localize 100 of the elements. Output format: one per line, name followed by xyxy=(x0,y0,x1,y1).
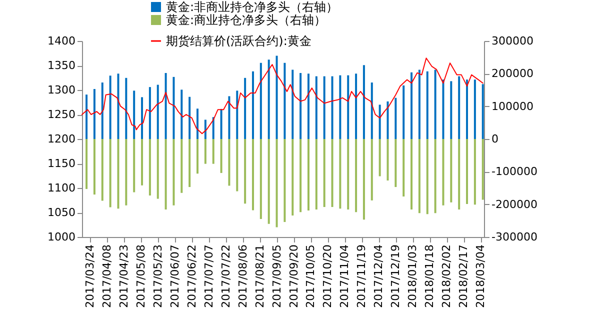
bar xyxy=(101,139,104,201)
x-tick-label: 2017/10/05 xyxy=(304,244,318,308)
bar xyxy=(228,96,230,139)
bar xyxy=(466,139,468,204)
x-tick-label: 2017/05/23 xyxy=(151,244,164,308)
bar xyxy=(260,139,262,220)
bar xyxy=(474,80,476,139)
bar xyxy=(86,139,88,189)
x-tick-label: 2017/06/07 xyxy=(168,244,182,308)
x-tick-label: 2017/07/22 xyxy=(219,244,232,308)
bar xyxy=(164,73,167,139)
bar xyxy=(426,71,428,139)
bar xyxy=(307,139,310,211)
bar xyxy=(378,104,381,139)
bar xyxy=(86,94,88,139)
bar xyxy=(220,108,222,139)
x-tick-label: 2017/08/06 xyxy=(236,244,250,308)
bar xyxy=(442,80,444,139)
bar xyxy=(394,139,397,188)
bar xyxy=(370,82,373,139)
x-tick-label: 2017/08/21 xyxy=(253,244,266,308)
x-tick-label: 2017/03/24 xyxy=(83,244,96,308)
y-tick-label: 1400 xyxy=(48,34,76,48)
y2-tick-label: 300000 xyxy=(492,34,534,48)
line-series xyxy=(82,58,484,134)
x-tick-label: 2018/02/17 xyxy=(457,244,470,308)
x-tick-label: 2017/12/19 xyxy=(389,244,402,308)
bar xyxy=(315,139,318,210)
bar xyxy=(339,139,342,209)
bar xyxy=(458,76,460,139)
bar xyxy=(394,98,397,139)
bar xyxy=(156,139,159,199)
bar xyxy=(188,139,191,188)
bar xyxy=(252,139,254,210)
bar xyxy=(141,97,144,139)
bar xyxy=(315,76,318,139)
bar xyxy=(220,139,222,173)
y2-tick-label: 200000 xyxy=(492,67,534,80)
bar xyxy=(466,80,468,139)
bar xyxy=(148,139,151,196)
y-tick-label: 1350 xyxy=(48,59,76,72)
bar xyxy=(125,139,128,206)
bar xyxy=(378,139,381,176)
x-tick-label: 2018/03/04 xyxy=(474,244,488,308)
x-tick-label: 2017/04/23 xyxy=(117,244,130,308)
bar xyxy=(347,139,350,210)
bar xyxy=(212,139,214,164)
bar xyxy=(482,84,484,139)
y-tick-label: 1250 xyxy=(48,108,76,121)
legend-label: 黄金:商业持仓净多头（右轴） xyxy=(166,13,326,27)
x-tick-label: 2018/01/18 xyxy=(423,244,436,308)
bar xyxy=(156,84,159,139)
bar xyxy=(196,108,199,139)
bar xyxy=(109,76,112,139)
y2-tick-label: 0 xyxy=(492,132,498,146)
bar xyxy=(93,89,96,139)
bar xyxy=(331,139,334,207)
bar xyxy=(276,139,278,228)
bar xyxy=(276,56,278,139)
bar xyxy=(434,139,436,214)
bar xyxy=(109,139,112,208)
bar xyxy=(331,76,334,139)
bar xyxy=(355,139,358,212)
bar xyxy=(188,96,191,139)
bar xyxy=(355,74,358,139)
bar xyxy=(252,71,254,139)
bar xyxy=(228,139,230,186)
x-tick-label: 2017/09/05 xyxy=(270,244,284,308)
bar xyxy=(101,82,104,139)
bar xyxy=(284,62,286,139)
bar xyxy=(180,90,183,139)
bar xyxy=(300,73,302,139)
y2-tick-label: 100000 xyxy=(492,100,534,113)
bar xyxy=(196,139,199,174)
bar xyxy=(418,70,420,139)
x-tick-label: 2017/11/04 xyxy=(338,244,352,308)
bar xyxy=(292,70,294,139)
bar xyxy=(125,78,128,139)
bar xyxy=(204,120,206,139)
bar xyxy=(323,76,326,139)
bar xyxy=(339,75,342,139)
bar xyxy=(133,139,136,192)
bar xyxy=(164,139,167,210)
x-tick-label: 2017/12/04 xyxy=(372,244,386,308)
bar xyxy=(133,90,136,139)
bar xyxy=(450,81,452,139)
bar xyxy=(141,139,144,186)
bar xyxy=(402,139,405,196)
y-tick-label: 1000 xyxy=(48,230,76,244)
bar xyxy=(117,74,120,139)
bar xyxy=(212,117,214,139)
bar xyxy=(482,139,484,200)
x-tick-label: 2017/07/07 xyxy=(202,244,216,308)
bar xyxy=(172,139,175,206)
bar xyxy=(410,139,413,210)
bar xyxy=(426,139,428,214)
bar xyxy=(458,139,460,210)
bar xyxy=(410,72,413,139)
y2-tick-label: -300000 xyxy=(492,230,538,244)
x-tick-label: 2017/06/22 xyxy=(185,244,198,308)
